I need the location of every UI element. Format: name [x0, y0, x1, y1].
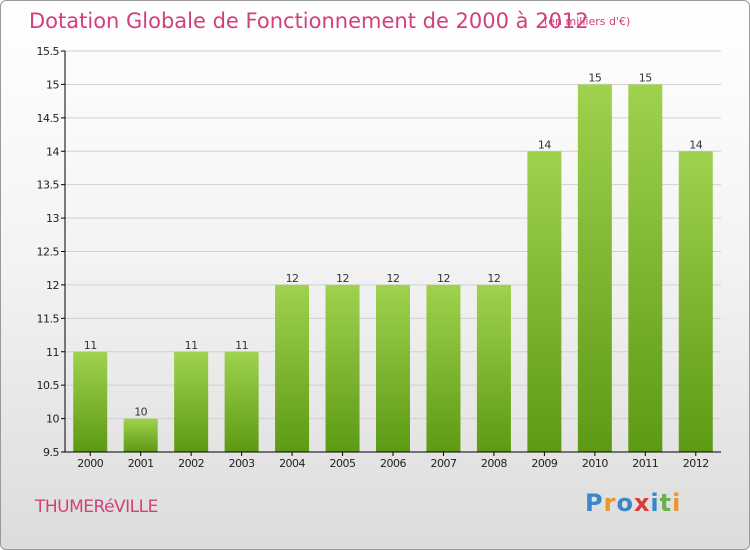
- y-tick-label: 10: [46, 413, 59, 426]
- y-tick-label: 11: [46, 346, 59, 359]
- bar-value-label: 15: [639, 71, 652, 84]
- x-tick-label: 2010: [582, 457, 608, 470]
- x-tick-label: 2012: [683, 457, 709, 470]
- logo-letter: x: [633, 489, 651, 517]
- bar: [224, 351, 259, 452]
- bar-value-label: 14: [689, 138, 702, 151]
- x-tick-label: 2011: [632, 457, 658, 470]
- x-tick-label: 2001: [128, 457, 154, 470]
- x-tick-label: 2006: [380, 457, 406, 470]
- bar: [678, 151, 713, 452]
- y-tick-label: 15: [46, 78, 59, 91]
- y-tick-label: 12: [46, 279, 59, 292]
- x-tick-label: 2002: [178, 457, 204, 470]
- bar-value-label: 14: [538, 138, 551, 151]
- axes: 9.5 10 10.5 11 11.5 12 12.5 13 13.5 14 14.5 15 15.5 2…: [37, 45, 721, 470]
- bar-value-label: 15: [588, 71, 601, 84]
- y-tick-label: 14.5: [37, 112, 60, 125]
- y-tick-label: 12.5: [37, 246, 60, 259]
- x-tick-label: 2000: [77, 457, 103, 470]
- bar-value-label: 11: [185, 339, 198, 352]
- bar-value-label: 12: [336, 272, 349, 285]
- y-tick-label: 9.5: [43, 446, 59, 459]
- bar: [325, 284, 360, 452]
- bar-value-label: 12: [487, 272, 500, 285]
- logo-letter: r: [603, 489, 617, 517]
- chart-subtitle: (en milliers d'€): [544, 15, 631, 28]
- town-name: THUMERéVILLE: [35, 497, 158, 517]
- bar: [174, 351, 209, 452]
- logo-letter: t: [659, 489, 673, 517]
- bar: [577, 84, 612, 453]
- bar: [476, 284, 511, 452]
- x-tick-label: 2003: [229, 457, 255, 470]
- bars: [73, 84, 713, 453]
- y-tick-label: 10.5: [37, 379, 60, 392]
- bar: [376, 284, 410, 452]
- y-tick-label: 13: [46, 212, 59, 225]
- bar: [628, 84, 663, 453]
- chart-title: Dotation Globale de Fonctionnement de 20…: [29, 9, 589, 33]
- x-tick-label: 2005: [330, 457, 356, 470]
- x-tick-label: 2008: [481, 457, 507, 470]
- bar-value-label: 11: [235, 339, 248, 352]
- bar: [73, 351, 108, 452]
- y-tick-label: 11.5: [37, 312, 60, 325]
- bar: [527, 151, 562, 452]
- x-tick-label: 2009: [531, 457, 557, 470]
- x-tick-label: 2004: [279, 457, 305, 470]
- bar: [275, 284, 310, 452]
- logo-letter: i: [672, 489, 682, 517]
- bar-value-label: 12: [286, 272, 299, 285]
- data-labels: 11 10 11 11 12 12 12 12 12 14 15 15 14: [84, 71, 704, 419]
- logo-letter: i: [650, 489, 660, 517]
- logo-letter: o: [616, 489, 634, 517]
- y-tick-label: 15.5: [37, 45, 60, 58]
- bar-value-label: 12: [387, 272, 400, 285]
- bar: [426, 284, 461, 452]
- bar-value-label: 11: [84, 339, 97, 352]
- y-tick-label: 13.5: [37, 179, 60, 192]
- bar: [123, 418, 158, 452]
- logo-letter: P: [585, 489, 604, 517]
- y-tick-label: 14: [46, 145, 59, 158]
- x-tick-label: 2007: [430, 457, 456, 470]
- proxiti-logo: Proxiti: [585, 489, 681, 517]
- bar-value-label: 10: [134, 406, 147, 419]
- bar-value-label: 12: [437, 272, 450, 285]
